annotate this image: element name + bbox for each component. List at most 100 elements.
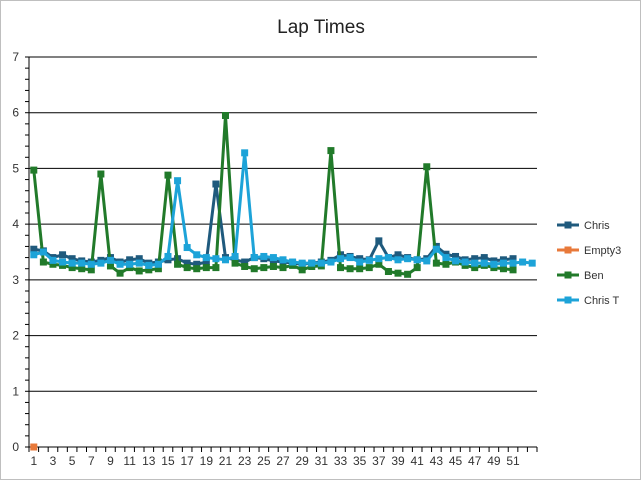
x-tick-label-17: 17 <box>180 454 194 468</box>
data-point <box>308 259 316 267</box>
data-point <box>126 256 134 264</box>
legend-entry-empty3: Empty3 <box>557 245 621 257</box>
x-tick-label-43: 43 <box>430 454 444 468</box>
data-point <box>212 255 220 263</box>
x-tick-label-45: 45 <box>449 454 463 468</box>
data-point <box>509 266 517 274</box>
legend-label: Chris T <box>584 295 620 307</box>
data-point <box>375 255 383 263</box>
data-point <box>490 260 498 268</box>
x-tick-label-41: 41 <box>411 454 425 468</box>
data-point <box>423 257 431 265</box>
x-tick-label-5: 5 <box>69 454 76 468</box>
data-point <box>193 265 201 273</box>
y-axis-ticks: 0 1 2 3 4 5 6 7 <box>12 50 19 454</box>
data-point <box>509 255 517 263</box>
data-point <box>68 264 76 272</box>
data-point <box>39 248 47 256</box>
data-point <box>365 256 373 264</box>
data-point <box>241 149 249 157</box>
data-point <box>452 257 460 265</box>
legend-label: Empty3 <box>584 245 621 257</box>
x-axis-ticks: 1 3 5 7 9 11 13 15 17 19 21 23 25 27 29 31 33 35 37 39 41 43 4… <box>30 454 520 468</box>
legend-swatch-marker <box>564 246 572 254</box>
data-point <box>145 266 153 274</box>
data-point <box>183 244 191 252</box>
data-point <box>87 266 95 274</box>
data-point <box>337 255 345 263</box>
data-point <box>471 255 479 263</box>
y-tick-label-2: 2 <box>12 329 19 343</box>
chart-title: Lap Times <box>277 17 365 38</box>
data-point <box>212 180 220 188</box>
data-point <box>202 264 210 272</box>
data-point <box>202 254 210 262</box>
data-point <box>97 259 105 267</box>
data-point <box>442 254 450 262</box>
data-point <box>30 443 38 451</box>
data-point <box>337 264 345 272</box>
data-point <box>269 262 277 270</box>
y-tick-label-1: 1 <box>12 384 19 398</box>
data-point <box>289 258 297 266</box>
legend-swatch-marker <box>564 221 572 229</box>
data-point <box>97 170 105 178</box>
series-empty3 <box>30 443 38 451</box>
data-point <box>116 260 124 268</box>
y-tick-label-5: 5 <box>12 161 19 175</box>
data-point <box>68 255 76 263</box>
x-tick-label-21: 21 <box>219 454 233 468</box>
x-tick-label-29: 29 <box>295 454 309 468</box>
x-tick-label-33: 33 <box>334 454 348 468</box>
x-tick-label-13: 13 <box>142 454 156 468</box>
data-point <box>480 254 488 262</box>
data-point <box>461 258 469 266</box>
data-point <box>174 177 182 185</box>
data-point <box>356 258 364 266</box>
data-point <box>279 256 287 264</box>
x-tick-label-11: 11 <box>123 454 136 468</box>
data-point <box>78 259 86 267</box>
x-tick-label-25: 25 <box>257 454 271 468</box>
data-point <box>327 147 335 155</box>
data-point <box>30 166 38 174</box>
data-point <box>442 260 450 268</box>
data-point <box>432 245 440 253</box>
data-point <box>499 259 507 267</box>
data-point <box>30 245 38 253</box>
data-point <box>39 258 47 266</box>
data-point <box>528 259 536 267</box>
x-tick-label-51: 51 <box>506 454 520 468</box>
data-point <box>68 259 76 267</box>
legend-swatch-marker <box>564 271 572 279</box>
data-point <box>452 252 460 260</box>
data-point <box>509 259 517 267</box>
y-tick-label-4: 4 <box>12 217 19 231</box>
data-point <box>260 264 268 272</box>
x-tick-label-19: 19 <box>200 454 214 468</box>
x-tick-label-27: 27 <box>276 454 290 468</box>
legend: Chris Empty3 Ben Chris T <box>557 220 621 307</box>
data-point <box>59 258 67 266</box>
legend-entry-chris-t: Chris T <box>557 295 620 307</box>
data-point <box>183 264 191 272</box>
data-point <box>145 261 153 269</box>
x-tick-label-7: 7 <box>88 454 95 468</box>
legend-label: Ben <box>584 270 604 282</box>
data-point <box>260 252 268 260</box>
x-tick-label-15: 15 <box>161 454 175 468</box>
data-point <box>106 256 114 264</box>
data-point <box>375 260 383 268</box>
data-point <box>202 258 210 266</box>
data-point <box>298 259 306 267</box>
data-point <box>154 260 162 268</box>
data-point <box>365 264 373 272</box>
data-point <box>135 255 143 263</box>
x-tick-label-9: 9 <box>107 454 114 468</box>
data-point <box>384 268 392 275</box>
y-tick-label-3: 3 <box>12 273 19 287</box>
data-point <box>250 254 258 262</box>
data-point <box>480 259 488 267</box>
axes <box>25 56 538 452</box>
